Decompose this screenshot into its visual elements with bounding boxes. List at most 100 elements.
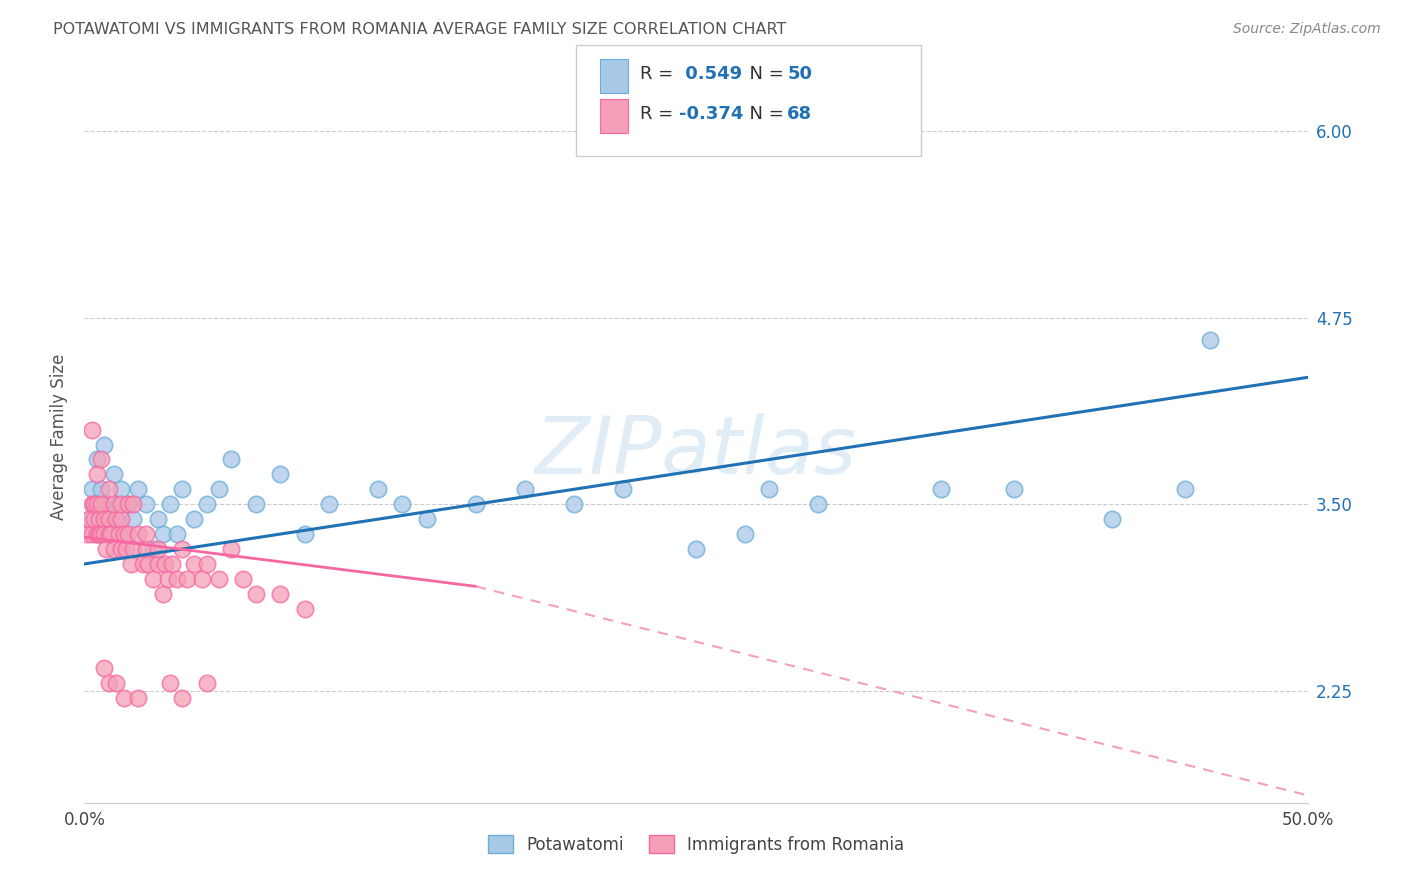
- Point: [132, 557, 155, 571]
- Point: [294, 601, 316, 615]
- Point: [176, 572, 198, 586]
- Point: [83, 512, 105, 526]
- Point: [122, 497, 145, 511]
- Point: [245, 587, 267, 601]
- Point: [513, 483, 536, 497]
- Point: [195, 676, 218, 690]
- Point: [76, 527, 98, 541]
- Point: [612, 483, 634, 497]
- Text: POTAWATOMI VS IMMIGRANTS FROM ROMANIA AVERAGE FAMILY SIZE CORRELATION CHART: POTAWATOMI VS IMMIGRANTS FROM ROMANIA AV…: [53, 22, 787, 37]
- Point: [195, 557, 218, 571]
- Point: [90, 527, 112, 541]
- Point: [172, 542, 194, 557]
- Point: [142, 542, 165, 557]
- Point: [172, 483, 194, 497]
- Point: [127, 691, 149, 706]
- Point: [87, 512, 110, 526]
- Point: [100, 527, 122, 541]
- Point: [195, 497, 218, 511]
- Point: [77, 512, 100, 526]
- Point: [110, 512, 132, 526]
- Point: [93, 512, 115, 526]
- Point: [156, 572, 179, 586]
- Point: [391, 497, 413, 511]
- Point: [245, 497, 267, 511]
- Point: [86, 527, 108, 541]
- Text: 68: 68: [787, 105, 813, 123]
- Point: [93, 661, 115, 675]
- Point: [685, 542, 707, 557]
- Point: [112, 527, 135, 541]
- Point: [103, 497, 125, 511]
- Point: [86, 497, 108, 511]
- Point: [80, 527, 103, 541]
- Point: [208, 572, 231, 586]
- Point: [208, 483, 231, 497]
- Point: [183, 557, 205, 571]
- Point: [117, 497, 139, 511]
- Point: [80, 423, 103, 437]
- Point: [734, 527, 756, 541]
- Text: R =: R =: [640, 65, 679, 83]
- Point: [97, 527, 120, 541]
- Point: [807, 497, 830, 511]
- Text: 50: 50: [787, 65, 813, 83]
- Point: [87, 497, 110, 511]
- Point: [294, 527, 316, 541]
- Point: [219, 542, 242, 557]
- Point: [97, 676, 120, 690]
- Point: [367, 483, 389, 497]
- Point: [122, 512, 145, 526]
- Text: 0.549: 0.549: [679, 65, 742, 83]
- Point: [80, 483, 103, 497]
- Point: [100, 527, 122, 541]
- Point: [93, 527, 115, 541]
- Point: [146, 542, 169, 557]
- Point: [166, 527, 188, 541]
- Text: R =: R =: [640, 105, 679, 123]
- Point: [103, 542, 125, 557]
- Point: [166, 572, 188, 586]
- Point: [135, 497, 157, 511]
- Point: [127, 483, 149, 497]
- Point: [112, 691, 135, 706]
- Point: [96, 512, 118, 526]
- Point: [115, 542, 138, 557]
- Point: [87, 527, 110, 541]
- Point: [120, 557, 142, 571]
- Point: [83, 497, 105, 511]
- Point: [127, 527, 149, 541]
- Point: [146, 512, 169, 526]
- Point: [86, 467, 108, 482]
- Point: [146, 557, 169, 571]
- Point: [1174, 483, 1197, 497]
- Point: [159, 497, 181, 511]
- Point: [117, 527, 139, 541]
- Point: [107, 497, 129, 511]
- Point: [152, 587, 174, 601]
- Point: [90, 483, 112, 497]
- Point: [83, 497, 105, 511]
- Point: [103, 467, 125, 482]
- Point: [1101, 512, 1123, 526]
- Point: [929, 483, 952, 497]
- Point: [96, 542, 118, 557]
- Point: [97, 497, 120, 511]
- Point: [464, 497, 486, 511]
- Point: [117, 497, 139, 511]
- Point: [152, 527, 174, 541]
- Point: [105, 512, 128, 526]
- Legend: Potawatomi, Immigrants from Romania: Potawatomi, Immigrants from Romania: [481, 829, 911, 860]
- Y-axis label: Average Family Size: Average Family Size: [49, 354, 67, 520]
- Point: [191, 572, 214, 586]
- Point: [112, 527, 135, 541]
- Point: [172, 691, 194, 706]
- Point: [269, 587, 291, 601]
- Text: N =: N =: [738, 105, 790, 123]
- Point: [86, 527, 108, 541]
- Point: [1002, 483, 1025, 497]
- Point: [135, 542, 157, 557]
- Point: [135, 527, 157, 541]
- Point: [162, 557, 184, 571]
- Point: [105, 512, 128, 526]
